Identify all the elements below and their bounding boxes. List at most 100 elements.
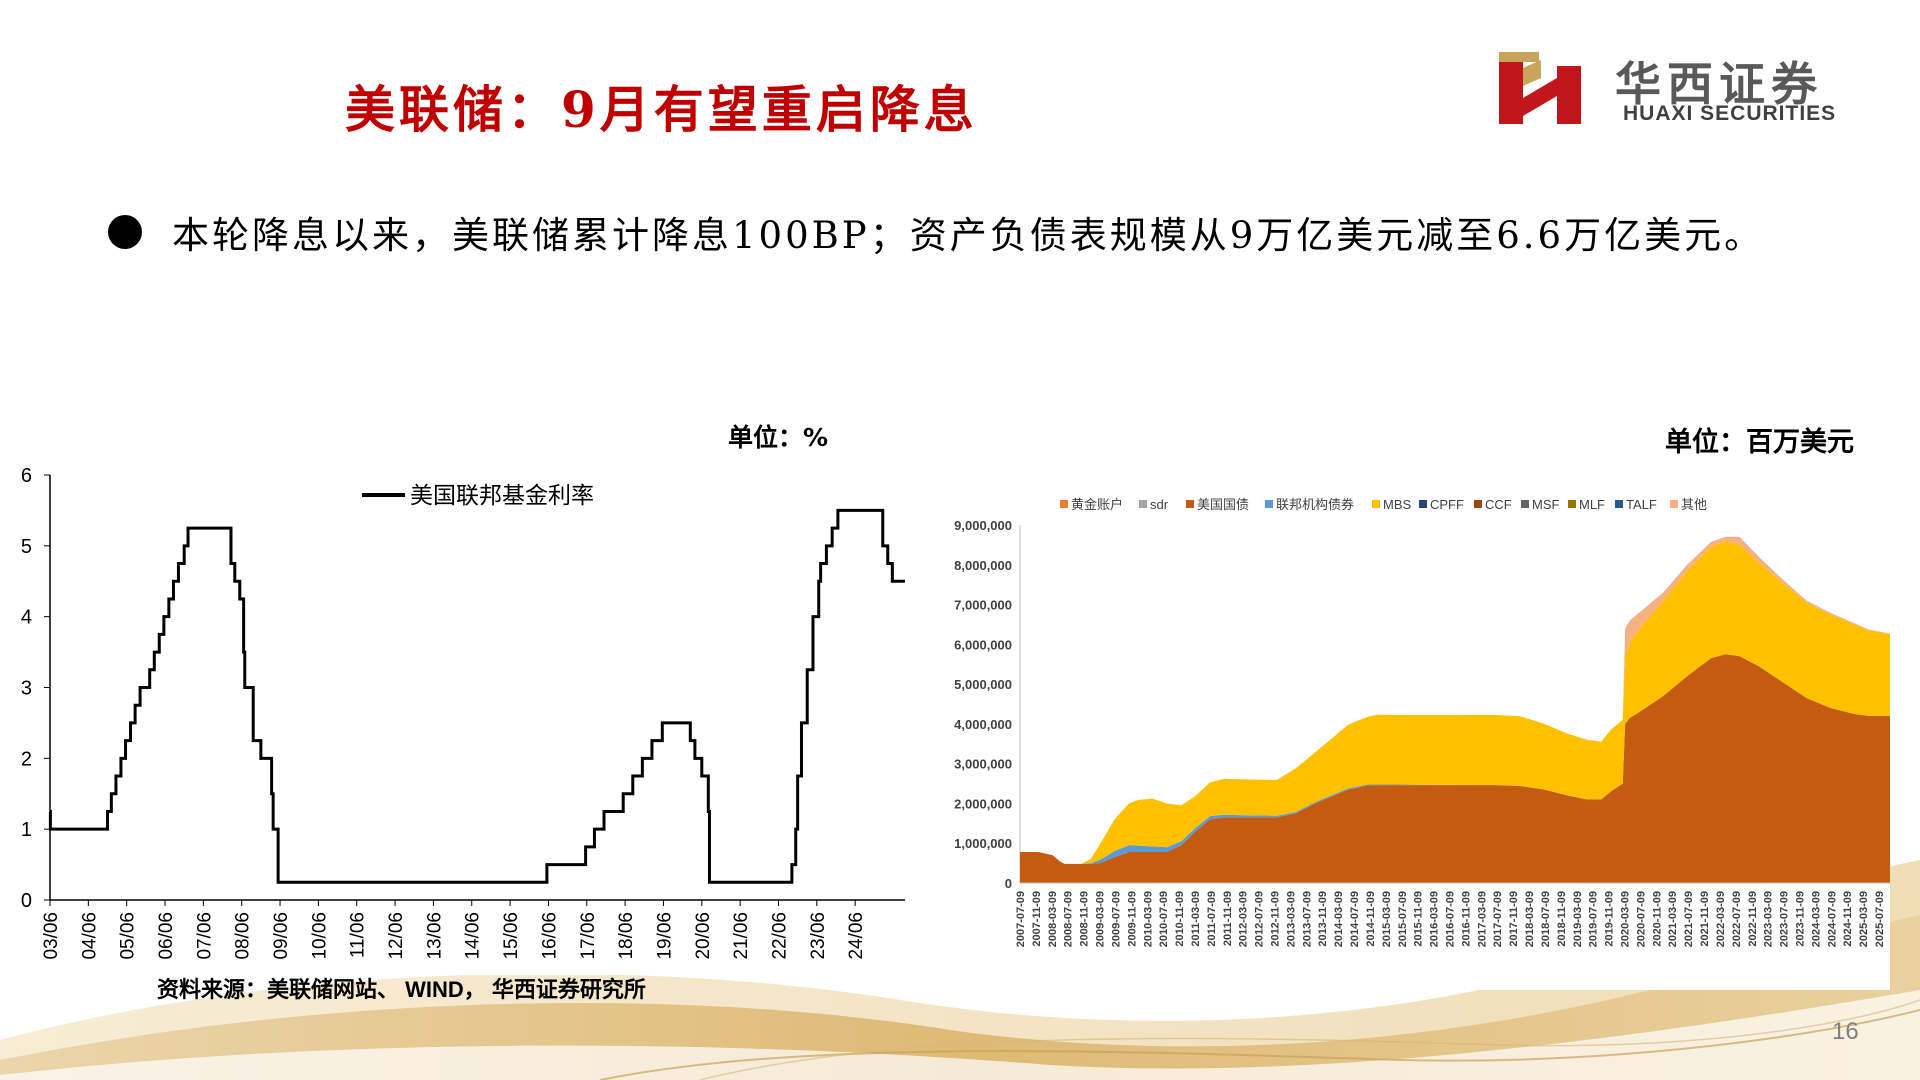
x-tick-label: 2009-07-09 xyxy=(1110,891,1122,947)
x-tick-label: 2024-07-09 xyxy=(1826,891,1838,947)
y-tick-label: 5 xyxy=(21,536,32,558)
left-chart-unit: 单位：% xyxy=(728,423,829,452)
x-tick-label: 2021-03-09 xyxy=(1667,891,1679,947)
x-tick-label: 2013-11-09 xyxy=(1317,891,1329,947)
x-tick-label: 19/06 xyxy=(654,912,675,960)
bullet-text: 本轮降息以来，美联储累计降息100BP；资产负债表规模从9万亿美元减至6.6万亿… xyxy=(172,214,1765,257)
legend-swatch xyxy=(1060,500,1068,508)
x-tick-label: 2023-11-09 xyxy=(1794,891,1806,947)
x-tick-label: 2015-07-09 xyxy=(1397,891,1409,947)
x-tick-label: 2013-07-09 xyxy=(1301,891,1313,947)
y-tick-label: 0 xyxy=(1005,876,1012,891)
x-tick-label: 14/06 xyxy=(463,912,484,960)
x-tick-label: 2020-07-09 xyxy=(1635,891,1647,947)
x-tick-label: 2022-11-09 xyxy=(1747,891,1759,947)
bullet-point: 本轮降息以来，美联储累计降息100BP；资产负债表规模从9万亿美元减至6.6万亿… xyxy=(108,205,1764,259)
legend-swatch xyxy=(1568,500,1576,508)
x-tick-label: 2019-11-09 xyxy=(1604,891,1616,947)
legend-label: CCF xyxy=(1485,497,1512,512)
logo-english-text: HUAXI SECURITIES xyxy=(1623,102,1837,125)
x-tick-label: 2015-11-09 xyxy=(1413,891,1425,947)
x-tick-label: 13/06 xyxy=(424,912,445,960)
x-tick-label: 2017-03-09 xyxy=(1476,891,1488,947)
x-tick-label: 2009-11-09 xyxy=(1126,891,1138,947)
x-tick-label: 23/06 xyxy=(808,912,829,960)
x-tick-label: 05/06 xyxy=(118,912,139,960)
x-tick-label: 2019-03-09 xyxy=(1572,891,1584,947)
legend-label: 美国联邦基金利率 xyxy=(410,482,594,508)
legend-label: 美国国债 xyxy=(1197,497,1249,512)
y-tick-label: 1 xyxy=(21,819,32,841)
x-tick-label: 2010-07-09 xyxy=(1158,891,1170,947)
x-tick-label: 2024-03-09 xyxy=(1810,891,1822,947)
y-tick-label: 1,000,000 xyxy=(954,836,1012,851)
y-tick-label: 6,000,000 xyxy=(954,637,1012,652)
x-tick-label: 2017-07-09 xyxy=(1492,891,1504,947)
legend-label: TALF xyxy=(1626,497,1657,512)
x-tick-label: 2008-03-09 xyxy=(1047,891,1059,947)
x-tick-label: 21/06 xyxy=(731,912,752,960)
x-tick-label: 2011-03-09 xyxy=(1190,891,1202,947)
logo-chinese-text: 华西证券 xyxy=(1615,57,1823,111)
x-tick-label: 2017-11-09 xyxy=(1508,891,1520,947)
x-tick-label: 2022-03-09 xyxy=(1715,891,1727,947)
x-tick-label: 2008-07-09 xyxy=(1063,891,1075,947)
x-tick-label: 2025-03-09 xyxy=(1858,891,1870,947)
x-tick-label: 2016-07-09 xyxy=(1445,891,1457,947)
huaxi-logo-icon xyxy=(1499,52,1581,124)
x-tick-label: 2012-07-09 xyxy=(1254,891,1266,947)
x-tick-label: 24/06 xyxy=(846,912,867,960)
x-tick-label: 2014-07-09 xyxy=(1349,891,1361,947)
x-tick-label: 10/06 xyxy=(309,912,330,960)
company-logo: 华西证券 HUAXI SECURITIES xyxy=(1495,48,1875,128)
x-tick-label: 2008-11-09 xyxy=(1079,891,1091,947)
x-tick-label: 06/06 xyxy=(156,912,177,960)
x-tick-label: 11/06 xyxy=(348,912,369,958)
x-tick-label: 2018-03-09 xyxy=(1524,891,1536,947)
area-series-MBS xyxy=(1020,540,1890,864)
x-tick-label: 2009-03-09 xyxy=(1095,891,1107,947)
area-series-美国国债 xyxy=(1020,654,1890,883)
legend-swatch xyxy=(1186,500,1194,508)
x-tick-label: 03/06 xyxy=(41,912,62,960)
x-tick-label: 17/06 xyxy=(578,912,599,960)
x-tick-label: 2018-07-09 xyxy=(1540,891,1552,947)
y-tick-label: 2,000,000 xyxy=(954,796,1012,811)
x-tick-label: 2023-03-09 xyxy=(1763,891,1775,947)
legend-label: 黄金账户 xyxy=(1071,497,1123,512)
fed-balance-sheet-chart: 黄金账户 sdr 美国国债 联邦机构债券 MBS CPFF CCF MSF MLF TALF 其他 0… xyxy=(930,470,1890,990)
x-tick-label: 2010-03-09 xyxy=(1142,891,1154,947)
x-tick-label: 22/06 xyxy=(769,912,790,960)
legend-label: MBS xyxy=(1383,497,1412,512)
y-tick-label: 5,000,000 xyxy=(954,677,1012,692)
legend-swatch xyxy=(1474,500,1482,508)
x-tick-label: 2021-07-09 xyxy=(1683,891,1695,947)
x-tick-label: 2007-07-09 xyxy=(1015,891,1027,947)
legend-label: 其他 xyxy=(1681,497,1707,512)
x-tick-label: 09/06 xyxy=(271,912,292,960)
x-tick-label: 08/06 xyxy=(233,912,254,960)
x-tick-label: 2014-11-09 xyxy=(1365,891,1377,947)
x-tick-label: 15/06 xyxy=(501,912,522,960)
y-tick-label: 2 xyxy=(21,748,32,770)
y-tick-label: 3 xyxy=(21,678,32,700)
legend-label: CPFF xyxy=(1430,497,1464,512)
legend-swatch xyxy=(1670,500,1678,508)
legend-swatch xyxy=(1265,500,1273,508)
x-tick-label: 12/06 xyxy=(386,912,407,960)
x-tick-label: 2024-11-09 xyxy=(1842,891,1854,947)
x-tick-label: 04/06 xyxy=(79,912,100,960)
x-tick-label: 2021-11-09 xyxy=(1699,891,1711,947)
x-tick-label: 2025-07-09 xyxy=(1874,891,1886,947)
page-number: 16 xyxy=(1832,1018,1859,1045)
x-tick-label: 2011-11-09 xyxy=(1222,891,1234,946)
x-tick-label: 2016-11-09 xyxy=(1460,891,1472,947)
source-note: 资料来源：美联储网站、 WIND， 华西证券研究所 xyxy=(157,977,646,1002)
x-tick-label: 16/06 xyxy=(539,912,560,960)
bullet-dot-icon xyxy=(108,215,142,249)
y-tick-label: 0 xyxy=(21,890,32,912)
legend-swatch xyxy=(1139,500,1147,508)
x-tick-label: 2016-03-09 xyxy=(1429,891,1441,947)
x-tick-label: 2018-11-09 xyxy=(1556,891,1568,947)
legend-swatch xyxy=(1521,500,1529,508)
